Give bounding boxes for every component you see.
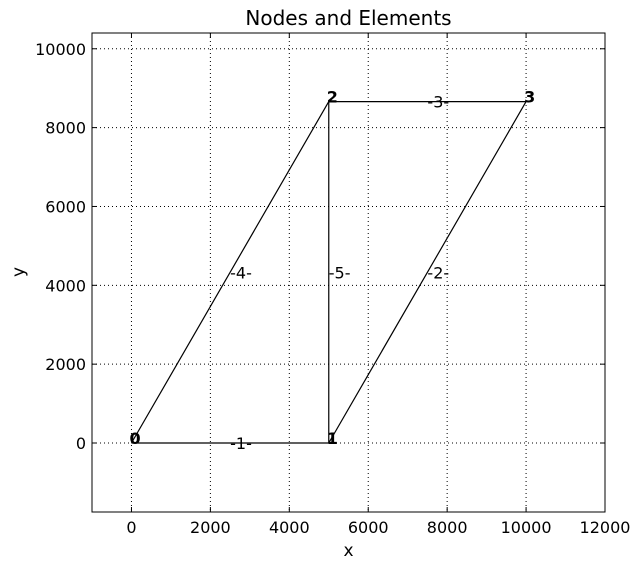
x-tick-label: 6000 [348,518,389,537]
element-labels: -1- -2- -3- -4- -5- [230,93,449,453]
y-tick-label: 4000 [45,276,86,295]
x-tick-label: 2000 [190,518,231,537]
y-tick-label: 6000 [45,197,86,216]
node-label: 0 [129,429,140,448]
elements [130,100,527,444]
node-label: 2 [327,88,338,107]
axis-ticks: 0 2000 4000 6000 8000 10000 12000 0 2000 4000 6000… [35,33,630,537]
element-line [130,101,330,444]
x-tick-label: 0 [126,518,136,537]
grid [92,33,606,512]
node-labels: 0 1 2 3 [129,88,535,448]
y-tick-label: 10000 [35,40,86,59]
plot-frame [91,32,606,513]
y-tick-label: 2000 [45,355,86,374]
x-tick-label: 8000 [427,518,468,537]
y-tick-label: 8000 [45,119,86,138]
x-tick-label: 12000 [580,518,631,537]
chart-title: Nodes and Elements [245,6,451,30]
element-label: -4- [230,263,252,282]
x-tick-label: 4000 [269,518,310,537]
element-label: -5- [329,263,351,282]
y-tick-label: 0 [76,434,86,453]
x-axis-label: x [343,541,353,561]
element-line [328,101,527,444]
element-label: -1- [230,434,252,453]
x-tick-label: 10000 [501,518,552,537]
node-label: 1 [327,429,338,448]
element-label: -3- [427,93,449,112]
element-label: -2- [427,263,449,282]
node-label: 3 [524,88,535,107]
y-axis-label: y [9,267,29,277]
